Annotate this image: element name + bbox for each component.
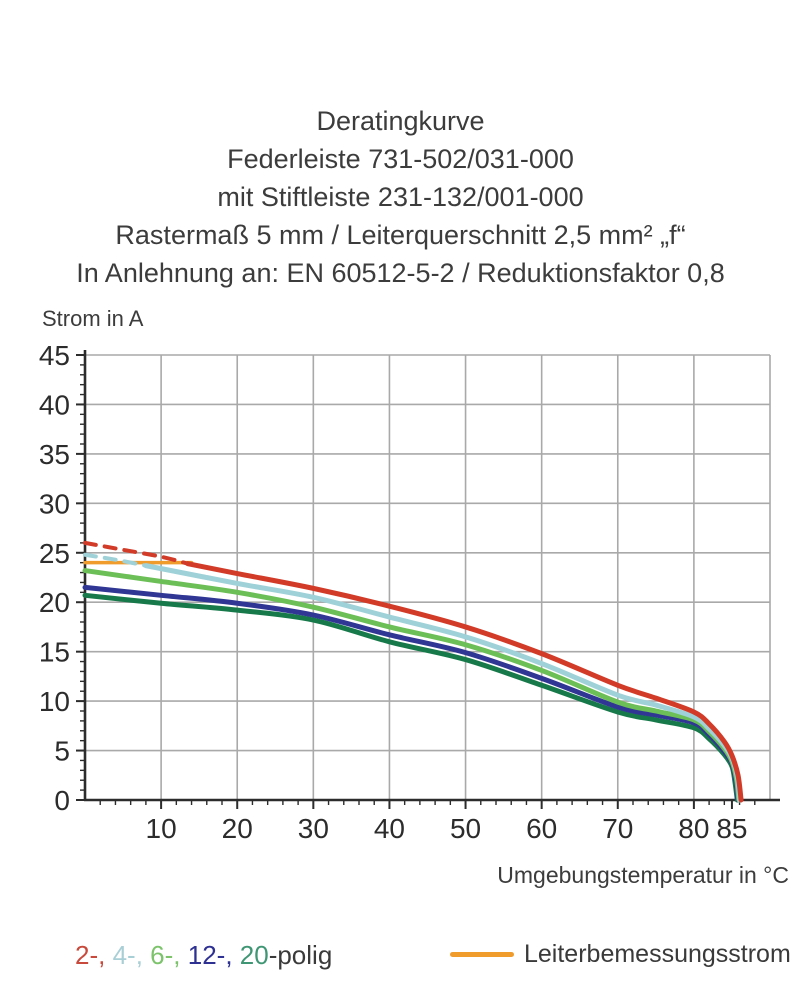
svg-text:35: 35 bbox=[39, 439, 70, 470]
y-axis-title: Strom in A bbox=[42, 306, 144, 331]
chart-title-block: Deratingkurve Federleiste 731-502/031-00… bbox=[0, 102, 801, 292]
title-line-3: mit Stiftleiste 231-132/001-000 bbox=[217, 182, 584, 212]
svg-text:60: 60 bbox=[526, 813, 557, 844]
derating-chart: 10 20 30 40 50 60 70 80 85 0 5 10 15 20 25 30 35 40 45 bbox=[39, 340, 780, 844]
svg-text:50: 50 bbox=[450, 813, 481, 844]
svg-text:20: 20 bbox=[39, 587, 70, 618]
rated-current-line-swatch bbox=[450, 952, 514, 957]
rated-current-label: Leiterbemessungsstrom bbox=[524, 940, 791, 968]
svg-text:40: 40 bbox=[39, 389, 70, 420]
svg-text:80: 80 bbox=[678, 813, 709, 844]
legend-pole-2: 2-, bbox=[75, 940, 113, 970]
legend-pole-20: 20 bbox=[239, 940, 269, 970]
svg-text:0: 0 bbox=[54, 785, 70, 816]
svg-text:30: 30 bbox=[39, 488, 70, 519]
svg-text:15: 15 bbox=[39, 637, 70, 668]
svg-text:10: 10 bbox=[146, 813, 177, 844]
title-line-1: Deratingkurve bbox=[316, 106, 485, 136]
svg-text:25: 25 bbox=[39, 538, 70, 569]
legend-row: 2-, 4-, 6-, 12-, 20-polig Leiterbemessun… bbox=[0, 936, 801, 980]
title-line-4: Rastermaß 5 mm / Leiterquerschnitt 2,5 m… bbox=[115, 220, 686, 250]
svg-text:45: 45 bbox=[39, 340, 70, 371]
svg-text:70: 70 bbox=[602, 813, 633, 844]
svg-text:40: 40 bbox=[374, 813, 405, 844]
svg-text:30: 30 bbox=[298, 813, 329, 844]
legend-pole-6: 6-, bbox=[150, 940, 188, 970]
svg-text:5: 5 bbox=[54, 736, 70, 767]
legend-pole-4: 4-, bbox=[112, 940, 151, 970]
legend-pole-12: 12-, bbox=[187, 940, 240, 970]
legend-pole-counts: 2-, 4-, 6-, 12-, 20-polig bbox=[75, 940, 332, 971]
x-axis-title: Umgebungstemperatur in °C bbox=[497, 862, 789, 888]
svg-text:10: 10 bbox=[39, 686, 70, 717]
title-line-5: In Anlehnung an: EN 60512-5-2 / Reduktio… bbox=[76, 258, 725, 288]
title-line-2: Federleiste 731-502/031-000 bbox=[227, 144, 574, 174]
legend-rated-current: Leiterbemessungsstrom bbox=[450, 940, 791, 969]
svg-text:85: 85 bbox=[716, 813, 747, 844]
svg-text:20: 20 bbox=[222, 813, 253, 844]
legend-pole-suffix: -polig bbox=[268, 940, 333, 970]
